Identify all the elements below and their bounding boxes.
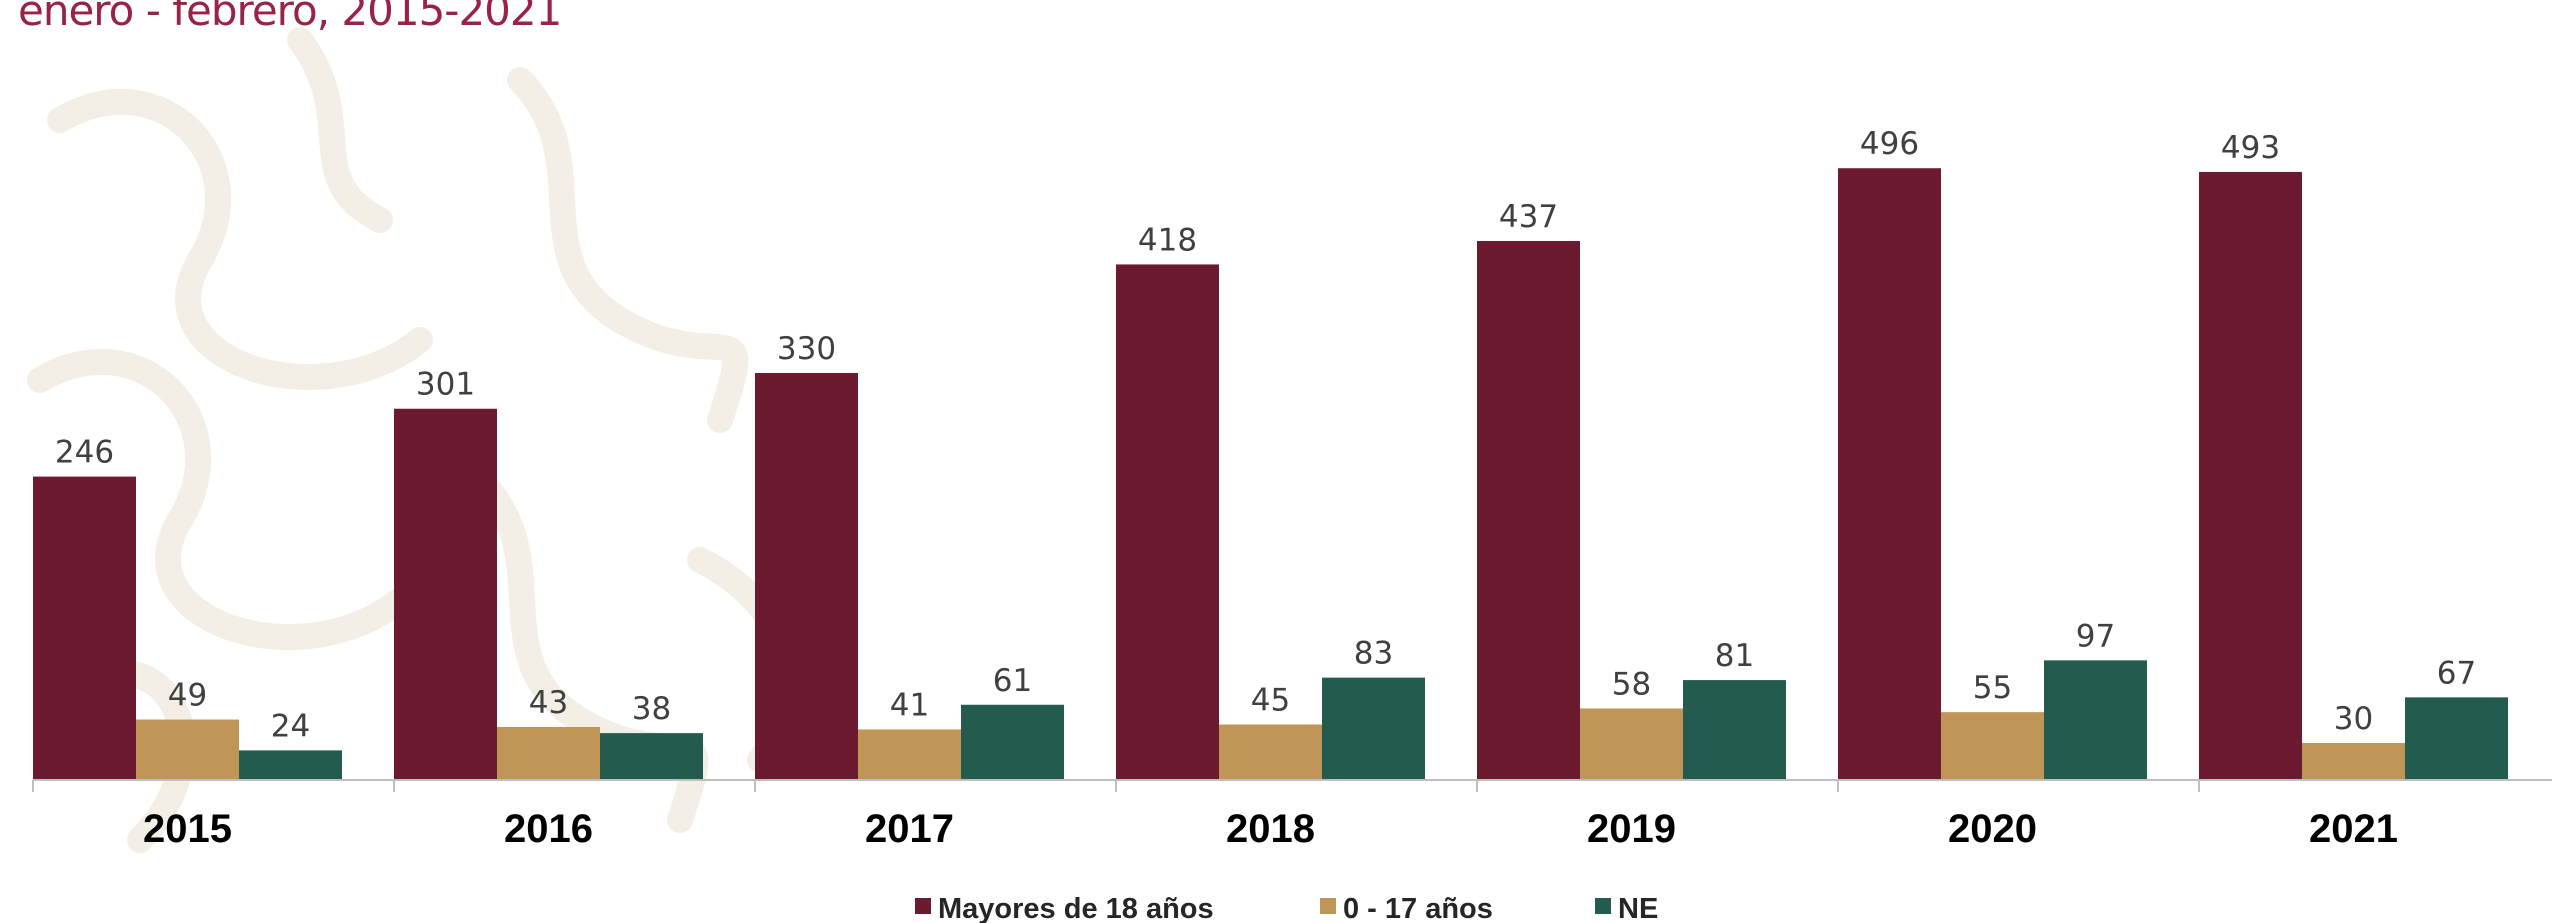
bar-2018-series-0 (1116, 264, 1219, 780)
category-label-2017: 2017 (865, 807, 954, 851)
bar-2020-series-1 (1941, 712, 2044, 780)
value-label-2021-series-2: 67 (2437, 655, 2476, 691)
category-label-2018: 2018 (1226, 807, 1315, 851)
value-label-2016-series-2: 38 (632, 691, 671, 727)
bar-2015-series-0 (33, 476, 136, 780)
bar-2015-series-1 (136, 719, 239, 780)
legend-label-2: NE (1618, 893, 1658, 923)
legend-label-0: Mayores de 18 años (938, 893, 1214, 923)
legend-swatch-2 (1595, 898, 1611, 914)
bar-2021-series-2 (2405, 697, 2508, 780)
bar-2019-series-1 (1580, 708, 1683, 780)
value-label-2016-series-1: 43 (529, 685, 568, 721)
bar-2017-series-0 (755, 372, 858, 780)
bar-2016-series-0 (394, 408, 497, 780)
bar-2021-series-0 (2199, 171, 2302, 780)
value-label-2018-series-2: 83 (1354, 636, 1393, 672)
bar-2015-series-2 (239, 750, 342, 780)
value-label-2020-series-2: 97 (2076, 618, 2115, 654)
value-label-2015-series-1: 49 (168, 678, 207, 714)
legend: Mayores de 18 años 0 - 17 años NE (915, 893, 1658, 923)
bar-2016-series-1 (497, 726, 600, 780)
value-label-2021-series-0: 493 (2221, 130, 2280, 166)
bar-2021-series-1 (2302, 742, 2405, 780)
category-label-2015: 2015 (143, 807, 232, 851)
bar-2019-series-2 (1683, 680, 1786, 780)
legend-swatch-0 (915, 898, 931, 914)
value-labels-layer: 246 49 24 301 43 38 330 41 61 418 45 83 437 58 81 496 55… (55, 126, 2476, 744)
value-label-2019-series-1: 58 (1612, 666, 1651, 702)
value-label-2020-series-0: 496 (1860, 126, 1919, 162)
value-label-2017-series-2: 61 (993, 663, 1032, 699)
bar-2020-series-2 (2044, 660, 2147, 780)
value-label-2021-series-1: 30 (2334, 701, 2373, 737)
bar-2017-series-1 (858, 729, 961, 780)
value-label-2017-series-1: 41 (890, 687, 929, 723)
bars-layer (33, 168, 2508, 781)
value-label-2018-series-1: 45 (1251, 682, 1290, 718)
bar-2018-series-2 (1322, 677, 1425, 780)
bar-2018-series-1 (1219, 724, 1322, 780)
category-label-2019: 2019 (1587, 807, 1676, 851)
chart-title: enero - febrero, 2015-2021 (18, 0, 562, 35)
value-label-2019-series-0: 437 (1499, 199, 1558, 235)
category-labels-layer: 2015 2016 2017 2018 2019 2020 2021 (143, 807, 2398, 851)
bar-2016-series-2 (600, 733, 703, 780)
value-label-2015-series-0: 246 (55, 435, 114, 471)
value-label-2017-series-0: 330 (777, 331, 836, 367)
value-label-2018-series-0: 418 (1138, 222, 1197, 258)
x-axis (32, 779, 2552, 792)
value-label-2015-series-2: 24 (271, 708, 310, 744)
category-label-2016: 2016 (504, 807, 593, 851)
category-label-2021: 2021 (2309, 807, 2398, 851)
bar-2020-series-0 (1838, 168, 1941, 781)
category-label-2020: 2020 (1948, 807, 2037, 851)
value-label-2020-series-1: 55 (1973, 670, 2012, 706)
value-label-2019-series-2: 81 (1715, 638, 1754, 674)
bar-2019-series-0 (1477, 241, 1580, 780)
bar-2017-series-2 (961, 704, 1064, 780)
legend-label-1: 0 - 17 años (1343, 893, 1493, 923)
value-label-2016-series-0: 301 (416, 367, 475, 403)
legend-swatch-1 (1320, 898, 1336, 914)
